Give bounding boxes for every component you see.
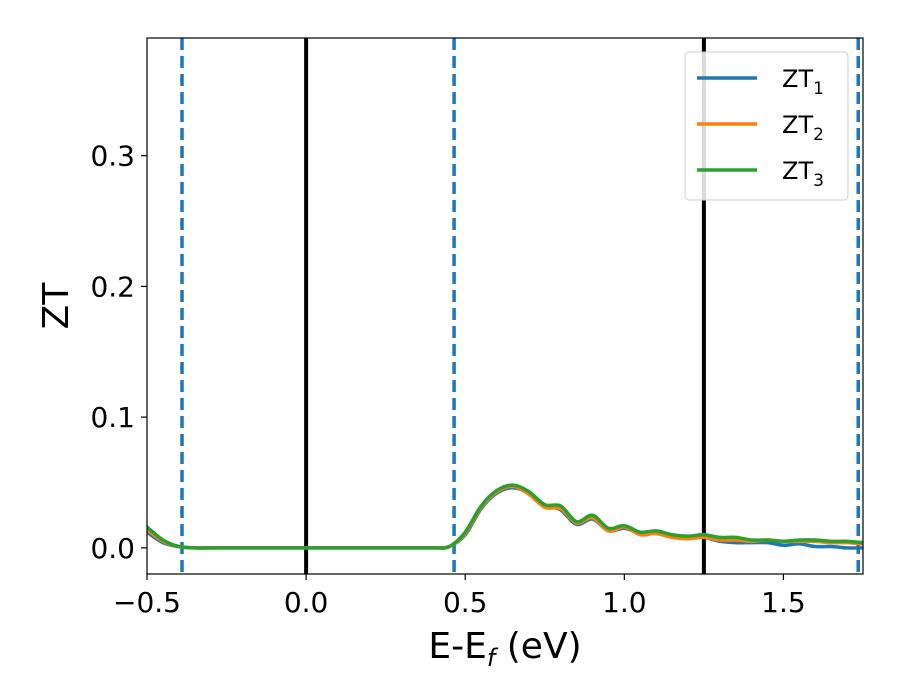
legend-label: ZT2 [782, 111, 824, 145]
x-tick-label: 0.0 [284, 586, 329, 619]
series-line-3 [147, 483, 863, 550]
plot-frame [146, 37, 864, 575]
legend-item-1: ZT1 [697, 65, 824, 99]
legend: ZT1 ZT2 ZT3 [684, 51, 849, 201]
y-tick-label: 0.0 [90, 532, 135, 565]
x-tick-label: 0.5 [443, 586, 488, 619]
legend-item-3: ZT3 [697, 157, 824, 191]
x-tick-label: −0.5 [113, 586, 181, 619]
y-axis: 0.0 0.1 0.2 0.3 [90, 140, 147, 565]
legend-frame [684, 51, 849, 201]
legend-label: ZT1 [782, 65, 824, 99]
y-axis-label: ZT [36, 282, 77, 330]
x-tick-label: 1.5 [761, 586, 806, 619]
series-lines [147, 483, 863, 550]
y-tick-label: 0.2 [90, 270, 135, 303]
y-tick-label: 0.1 [90, 401, 135, 434]
legend-item-2: ZT2 [697, 111, 824, 145]
y-tick-label: 0.3 [90, 140, 135, 173]
x-axis-label-unit: (eV) [495, 626, 581, 667]
x-tick-label: 1.0 [602, 586, 647, 619]
x-axis: −0.5 0.0 0.5 1.0 1.5 [113, 574, 806, 619]
legend-label: ZT3 [782, 157, 824, 191]
x-axis-label: E-Ef (eV) [428, 626, 581, 672]
